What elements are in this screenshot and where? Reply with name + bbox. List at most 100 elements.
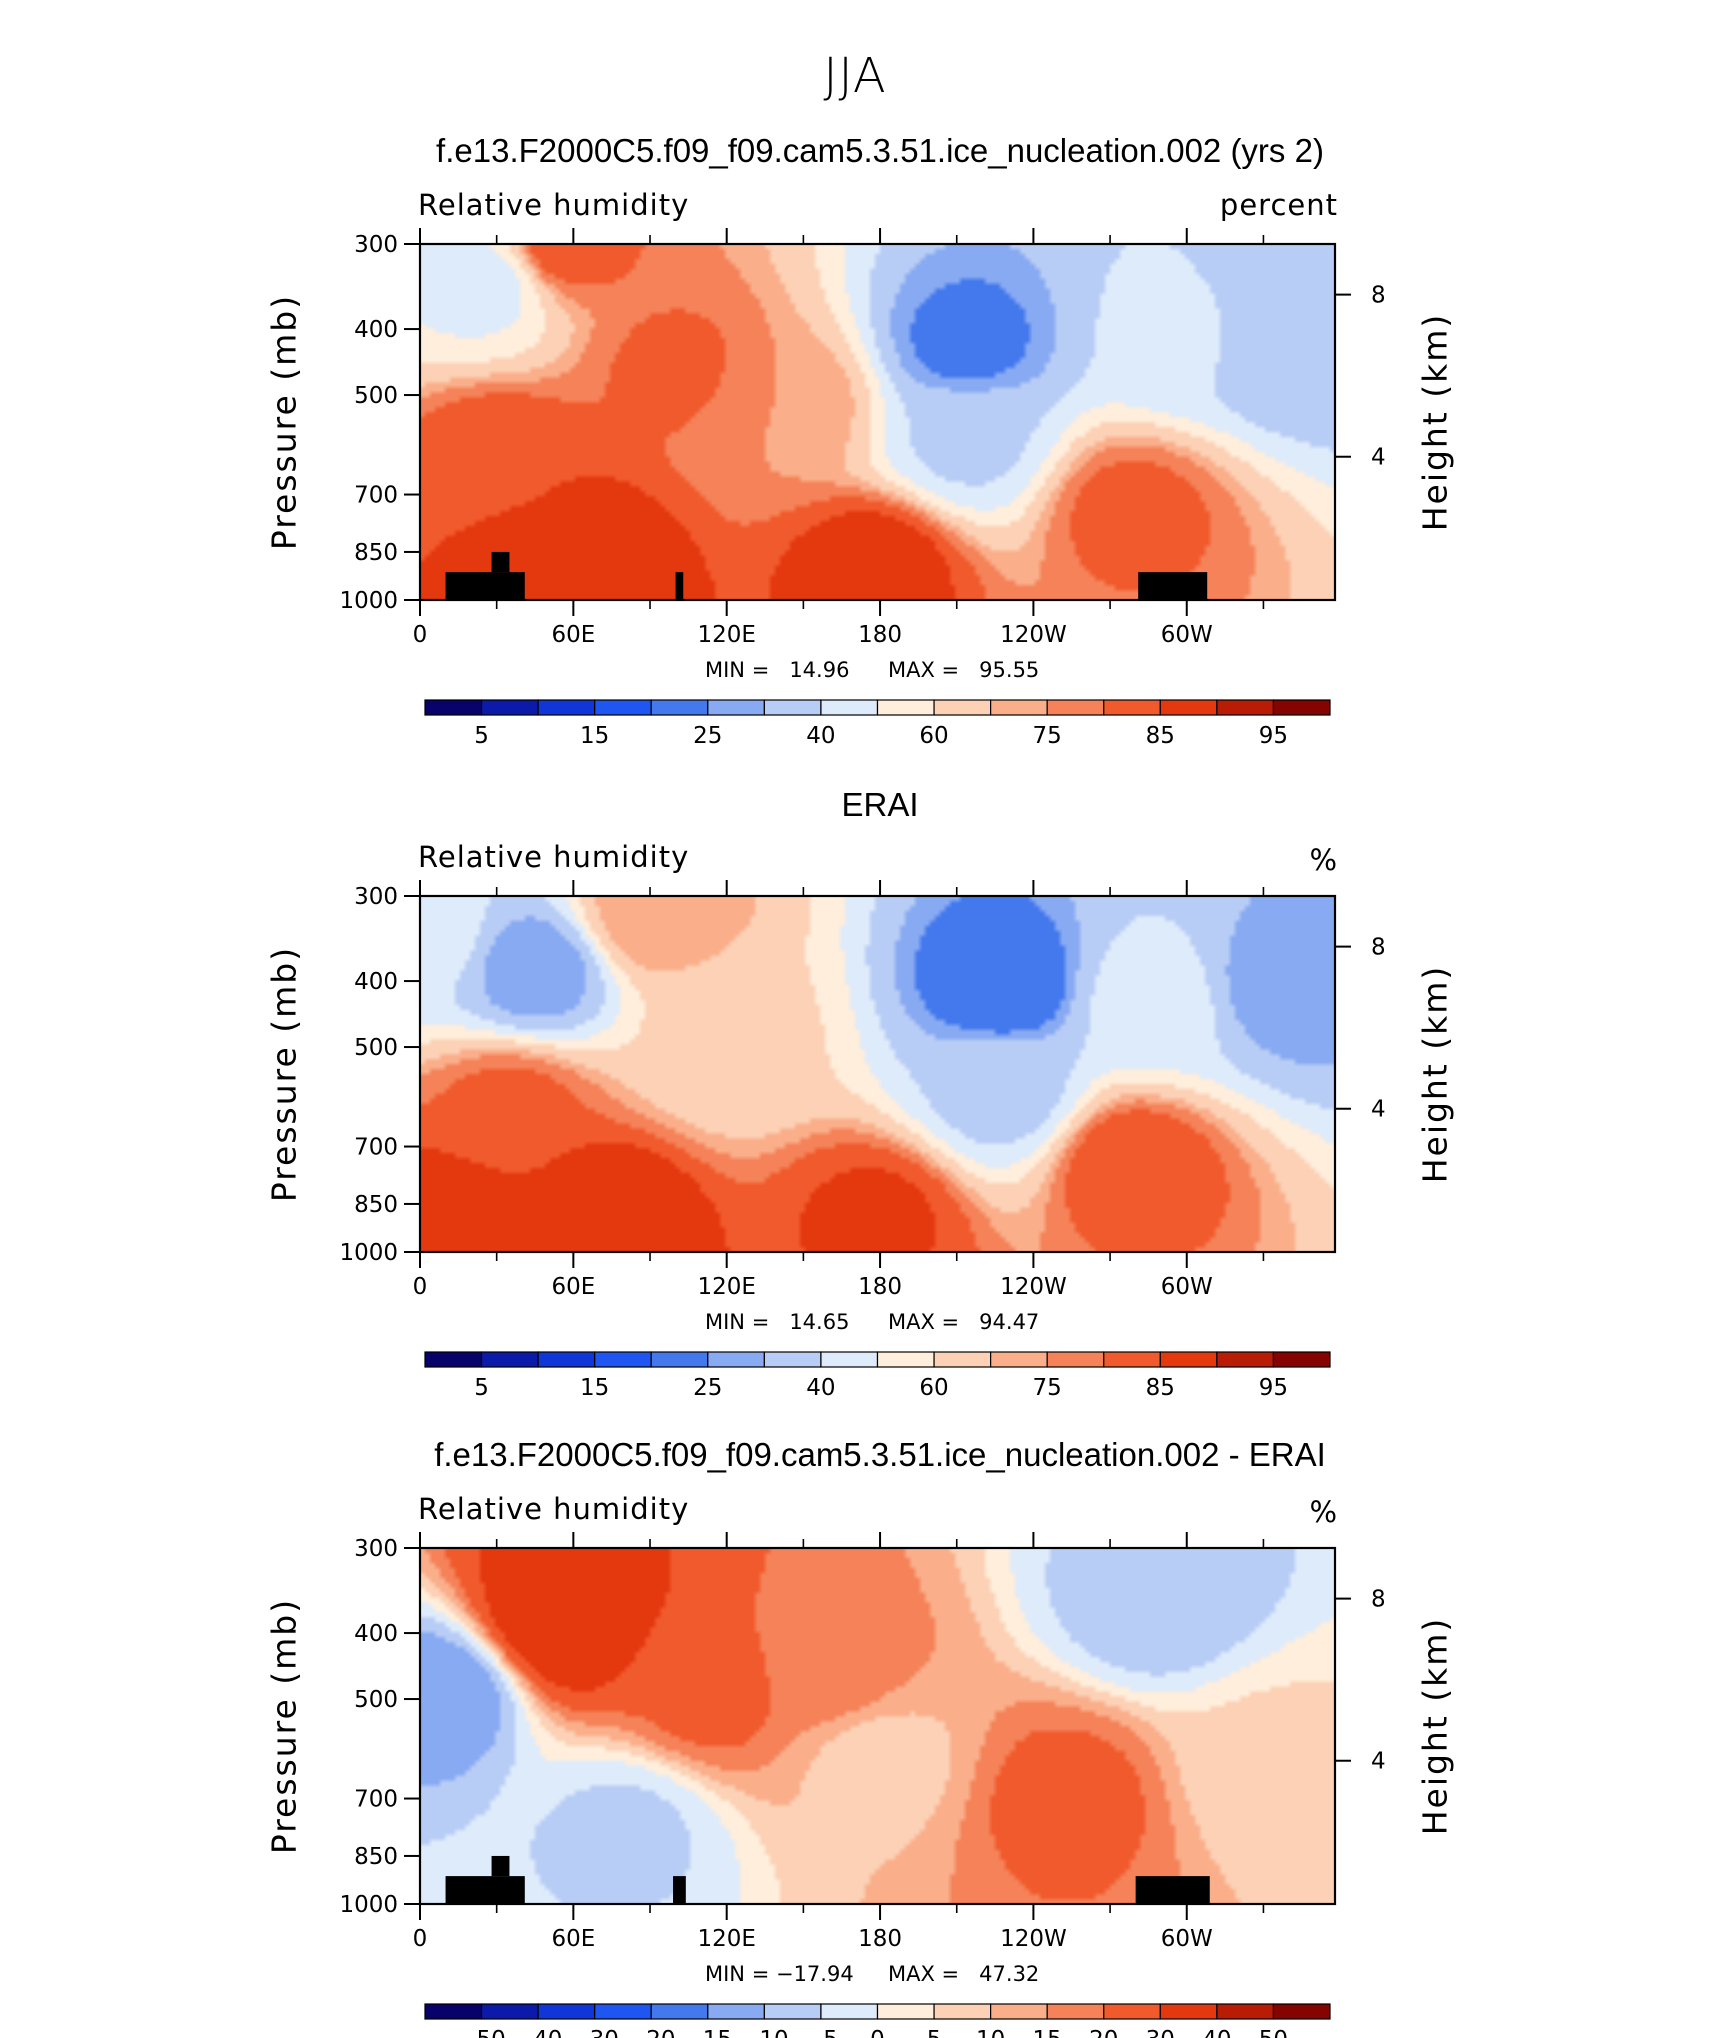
panel-1-plot-frame bbox=[418, 242, 1337, 602]
panel-1-colorbar-box bbox=[763, 699, 822, 716]
panel-3-colorbar-box bbox=[594, 2003, 652, 2020]
panel-2-colorbar-box bbox=[990, 1351, 1048, 1368]
panel-1-colorbar-label: 15 bbox=[580, 723, 609, 749]
panel-2-colorbar-box bbox=[820, 1351, 879, 1368]
panel-1-colorbar-box bbox=[1103, 699, 1161, 716]
panel-1-colorbar-label: 40 bbox=[806, 723, 835, 749]
panel-2-colorbar-label: 5 bbox=[474, 1375, 489, 1401]
panel-2-colorbar-box bbox=[424, 1351, 483, 1368]
panel-3-colorbar-box bbox=[537, 2003, 596, 2020]
panel-3-colorbar-label: 30 bbox=[1146, 2027, 1175, 2038]
panel-3-colorbar-box bbox=[480, 2003, 539, 2020]
panel-2: 0 60E 120E 180 120W 60W 300 400 500 700 850 1000 8 4 5… bbox=[339, 880, 1386, 1401]
panel-1-colorbar-box bbox=[707, 699, 765, 716]
panel-1-y-tick-label: 500 bbox=[354, 383, 398, 409]
panel-3-y-tick-label: 300 bbox=[354, 1536, 398, 1562]
panel-1-x-tick-label: 120W bbox=[1000, 622, 1067, 648]
panel-1-colorbar-label: 75 bbox=[1033, 723, 1062, 749]
panel-2-colorbar-label: 95 bbox=[1259, 1375, 1288, 1401]
panel-3-colorbar-label: −15 bbox=[684, 2027, 733, 2038]
panel-1-units-label: percent bbox=[1219, 188, 1338, 222]
panel-3-x-tick-label: 120E bbox=[697, 1926, 755, 1952]
panel-3-colorbar-box bbox=[1159, 2003, 1218, 2020]
panel-2-units-label: % bbox=[1309, 843, 1338, 877]
panel-2-x-tick-label: 180 bbox=[858, 1274, 902, 1300]
panel-2-colorbar-box bbox=[1159, 1351, 1218, 1368]
panel-2-colorbar-box bbox=[933, 1351, 992, 1368]
panel-2-y-tick-label: 1000 bbox=[339, 1240, 398, 1266]
panel-1-y-tick-label: 300 bbox=[354, 232, 398, 258]
panel-1-colorbar-box bbox=[537, 699, 596, 716]
panel-3-title: f.e13.F2000C5.f09_f09.cam5.3.51.ice_nucl… bbox=[434, 1436, 1326, 1473]
panel-3-terrain-mask bbox=[491, 1855, 510, 1877]
panel-1-max-label: MAX = 95.55 bbox=[888, 658, 1040, 682]
panel-2-y-tick-label: 850 bbox=[354, 1192, 398, 1218]
panel-1-y-tick-label: 700 bbox=[354, 483, 398, 509]
panel-3-colorbar-label: −5 bbox=[804, 2027, 838, 2038]
panel-3-colorbar-label: −40 bbox=[514, 2027, 563, 2038]
panel-1-colorbar-box bbox=[424, 699, 483, 716]
figure-title: JJA bbox=[823, 48, 887, 104]
panel-1-height-tick-label: 4 bbox=[1371, 445, 1386, 471]
panel-2-colorbar-box bbox=[1272, 1351, 1331, 1368]
panel-1-y-tick-label: 400 bbox=[354, 317, 398, 343]
panel-3-x-tick-label: 60W bbox=[1161, 1926, 1213, 1952]
panel-2-contour-field bbox=[420, 896, 1335, 1252]
panel-2-colorbar-box bbox=[876, 1351, 935, 1368]
panel-1-colorbar-box bbox=[933, 699, 992, 716]
panel-1-variable-label: Relative humidity bbox=[418, 188, 690, 222]
panel-1-x-tick-label: 0 bbox=[413, 622, 428, 648]
panel-1-terrain-mask bbox=[675, 572, 684, 600]
panel-2-colorbar-box bbox=[1046, 1351, 1105, 1368]
panel-3-contour-field bbox=[420, 1548, 1335, 1904]
panel-1-min-label: MIN = 14.96 bbox=[705, 658, 850, 682]
panel-1-colorbar-box bbox=[820, 699, 879, 716]
panel-2-colorbar-label: 85 bbox=[1146, 1375, 1175, 1401]
panel-3: 060E120E180120W60W300400500700850100084−… bbox=[339, 1532, 1386, 2038]
panel-2-x-tick-label: 60E bbox=[551, 1274, 595, 1300]
panel-3-x-tick-label: 0 bbox=[413, 1926, 428, 1952]
panel-3-y-tick-label: 400 bbox=[354, 1621, 398, 1647]
panel-1-terrain-mask bbox=[445, 572, 525, 600]
panel-3-terrain-mask bbox=[673, 1876, 686, 1904]
panel-2-colorbar-label: 25 bbox=[693, 1375, 722, 1401]
panel-3-colorbar-box bbox=[876, 2003, 935, 2020]
panel-1-colorbar-box bbox=[594, 699, 652, 716]
panel-3-max-label: MAX = 47.32 bbox=[888, 1962, 1040, 1986]
panel-3-y-tick-label: 1000 bbox=[339, 1892, 398, 1918]
panel-3-plot-frame bbox=[418, 1546, 1337, 1906]
panel-1-colorbar-box bbox=[1159, 699, 1218, 716]
panel-2-colorbar-label: 40 bbox=[806, 1375, 835, 1401]
panel-1-terrain-mask bbox=[1138, 572, 1208, 600]
panel-3-colorbar-box bbox=[1103, 2003, 1161, 2020]
panel-2-colorbar-box bbox=[707, 1351, 765, 1368]
panel-3-colorbar-label: 40 bbox=[1202, 2027, 1231, 2038]
panel-1-colorbar-label: 60 bbox=[919, 723, 948, 749]
panel-1-colorbar-label: 85 bbox=[1146, 723, 1175, 749]
panel-1-contour-field bbox=[420, 244, 1335, 600]
panel-2-title: ERAI bbox=[841, 786, 919, 823]
panel-2-height-tick-label: 8 bbox=[1371, 935, 1386, 961]
panel-1-colorbar-box bbox=[650, 699, 709, 716]
panel-2-x-tick-label: 120E bbox=[697, 1274, 755, 1300]
panel-2-colorbar-box bbox=[650, 1351, 709, 1368]
panel-3-y-tick-label: 850 bbox=[354, 1844, 398, 1870]
panel-1-y-tick-label: 1000 bbox=[339, 588, 398, 614]
panel-3-colorbar-box bbox=[990, 2003, 1048, 2020]
panel-3-colorbar-label: 0 bbox=[870, 2027, 885, 2038]
panel-3-colorbar-box bbox=[1272, 2003, 1331, 2020]
panel-1-height-tick-label: 8 bbox=[1371, 283, 1386, 309]
panel-2-y-tick-label: 500 bbox=[354, 1035, 398, 1061]
panel-2-colorbar-box bbox=[480, 1351, 539, 1368]
panel-3-x-tick-label: 120W bbox=[1000, 1926, 1067, 1952]
panel-1-x-tick-label: 60E bbox=[551, 622, 595, 648]
panel-1-colorbar-label: 5 bbox=[474, 723, 489, 749]
panel-3-variable-label: Relative humidity bbox=[418, 1492, 690, 1526]
panel-2-y-tick-label: 400 bbox=[354, 969, 398, 995]
panel-2-height-tick-label: 4 bbox=[1371, 1097, 1386, 1123]
panel-3-colorbar-box bbox=[650, 2003, 709, 2020]
panel-3-colorbar-label: 20 bbox=[1089, 2027, 1118, 2038]
panel-2-x-tick-label: 120W bbox=[1000, 1274, 1067, 1300]
panel-3-x-tick-label: 60E bbox=[551, 1926, 595, 1952]
